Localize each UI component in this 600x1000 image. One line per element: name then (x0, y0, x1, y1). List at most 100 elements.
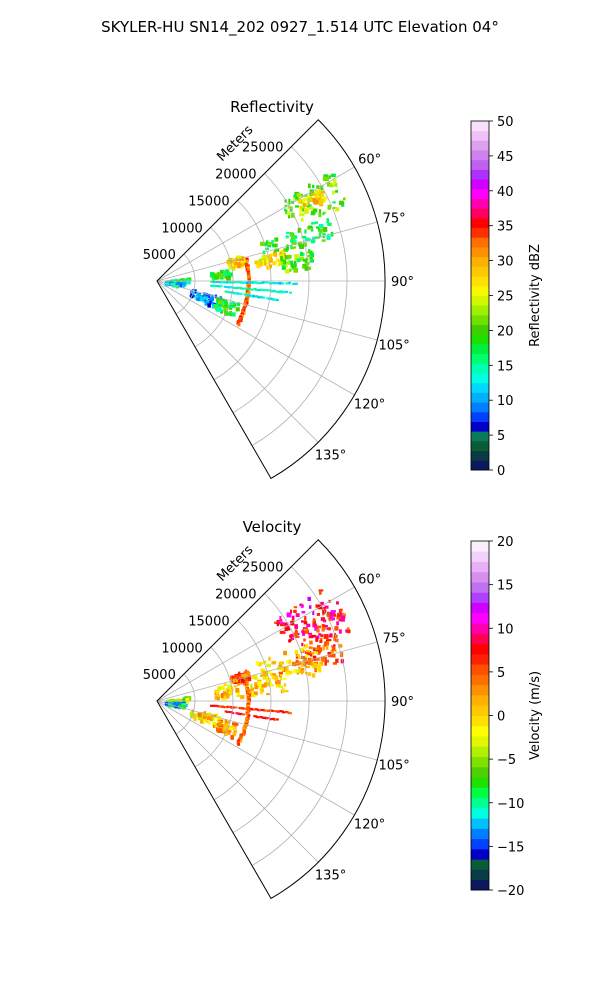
colorbar-tick-label: 15 (497, 359, 514, 374)
colorbar-band (471, 237, 489, 248)
azimuth-tick-label: 120° (354, 398, 385, 413)
colorbar-band (471, 664, 489, 675)
colorbar-band (471, 188, 489, 199)
echo-ring (236, 674, 252, 746)
reflectivity-panel: Reflectivity500010000150002000025000Mete… (143, 98, 543, 480)
echo-region-5 (209, 269, 233, 281)
colorbar-tick-label: 15 (497, 579, 514, 594)
echo-region-6 (280, 248, 315, 274)
colorbar-band (471, 623, 489, 634)
azimuth-tick-label: 75° (383, 211, 406, 226)
grid-ring (213, 620, 272, 801)
colorbar-tick-label: 40 (497, 185, 514, 200)
colorbar-tick-label: 45 (497, 150, 514, 165)
echo-region-4 (254, 250, 288, 270)
radial-tick-label: 15000 (188, 614, 229, 629)
colorbar-band (471, 276, 489, 287)
colorbar-tick-label: 20 (497, 535, 514, 550)
colorbar-band (471, 838, 489, 850)
echo-radial-2 (224, 290, 279, 302)
radial-tick-label: 25000 (242, 561, 283, 576)
echo-region-4 (214, 667, 289, 701)
grid-spoke (156, 586, 355, 702)
colorbar-band (471, 295, 489, 306)
echo-ring (236, 257, 252, 327)
echo-region-10 (213, 297, 241, 317)
polar-grid (156, 566, 385, 866)
colorbar-band (471, 643, 489, 655)
colorbar-band (471, 382, 489, 393)
colorbar-band (471, 353, 489, 364)
echo-layer (164, 589, 351, 746)
grid-ring (194, 646, 234, 768)
colorbar-band (471, 705, 489, 716)
colorbar-band (471, 592, 489, 603)
colorbar-band (471, 787, 489, 799)
azimuth-tick-label: 120° (354, 818, 385, 833)
echo-radial-1 (209, 284, 293, 294)
colorbar-band (471, 343, 489, 355)
colorbar-band (471, 756, 489, 768)
grid-spoke (156, 700, 355, 816)
colorbar-band (471, 694, 489, 706)
colorbar-tick-label: 25 (497, 290, 514, 305)
colorbar-band (471, 746, 489, 757)
radial-tick-label: 20000 (215, 168, 256, 183)
radial-tick-label: 5000 (143, 668, 176, 683)
colorbar-band (471, 766, 489, 778)
colorbar-tick-label: 0 (497, 710, 505, 725)
colorbar-band (471, 208, 489, 219)
colorbar-band (471, 715, 489, 727)
colorbar-tick-label: −20 (497, 884, 524, 899)
colorbar-band (471, 633, 489, 645)
colorbar-band (471, 869, 489, 881)
polar-grid (156, 146, 385, 446)
colorbar-band (471, 460, 489, 471)
colorbar-band (471, 373, 489, 384)
echo-layer (164, 173, 346, 327)
azimuth-tick-label: 105° (378, 339, 409, 354)
colorbar-band (471, 653, 489, 665)
colorbar-band (471, 612, 489, 624)
echo-radial-0 (210, 280, 298, 286)
echo-region-8 (189, 709, 221, 729)
colorbar-band (471, 324, 489, 335)
grid-ring (175, 253, 196, 315)
colorbar-band (471, 828, 489, 840)
grid-spoke (156, 700, 378, 761)
colorbar-tick-label: 5 (497, 429, 505, 444)
colorbar-band (471, 159, 489, 170)
colorbar-band (471, 121, 489, 132)
colorbar-label: Velocity (m/s) (528, 671, 543, 760)
colorbar-band (471, 551, 489, 562)
sector-frame (156, 119, 386, 480)
grid-ring (175, 673, 196, 735)
colorbar-tick-label: 10 (497, 394, 514, 409)
grid-spoke (156, 280, 319, 443)
radial-tick-label: 25000 (242, 141, 283, 156)
echo-radial-1 (224, 710, 279, 721)
colorbar-band (471, 797, 489, 809)
colorbar-band (471, 541, 489, 552)
colorbar-band (471, 402, 489, 413)
colorbar-label: Reflectivity dBZ (528, 244, 543, 347)
sector-frame (156, 539, 386, 900)
colorbar-band (471, 674, 489, 686)
azimuth-tick-label: 90° (391, 695, 414, 710)
grid-ring (251, 146, 348, 446)
radial-tick-label: 20000 (215, 588, 256, 603)
colorbar-band (471, 440, 489, 452)
echo-radial-0 (209, 704, 292, 715)
colorbar-tick-label: 5 (497, 666, 505, 681)
grid-spoke (156, 166, 355, 282)
colorbar-band (471, 571, 489, 583)
grid-ring (232, 593, 310, 833)
azimuth-tick-label: 135° (315, 869, 346, 884)
colorbar: 0 5 10 15 20 25 30 35 40 45 50 Reflectivity dBZ (470, 115, 543, 479)
grid-ring (232, 173, 310, 413)
colorbar-band (471, 256, 489, 267)
colorbar-band (471, 140, 489, 151)
echo-region-1 (297, 189, 328, 214)
